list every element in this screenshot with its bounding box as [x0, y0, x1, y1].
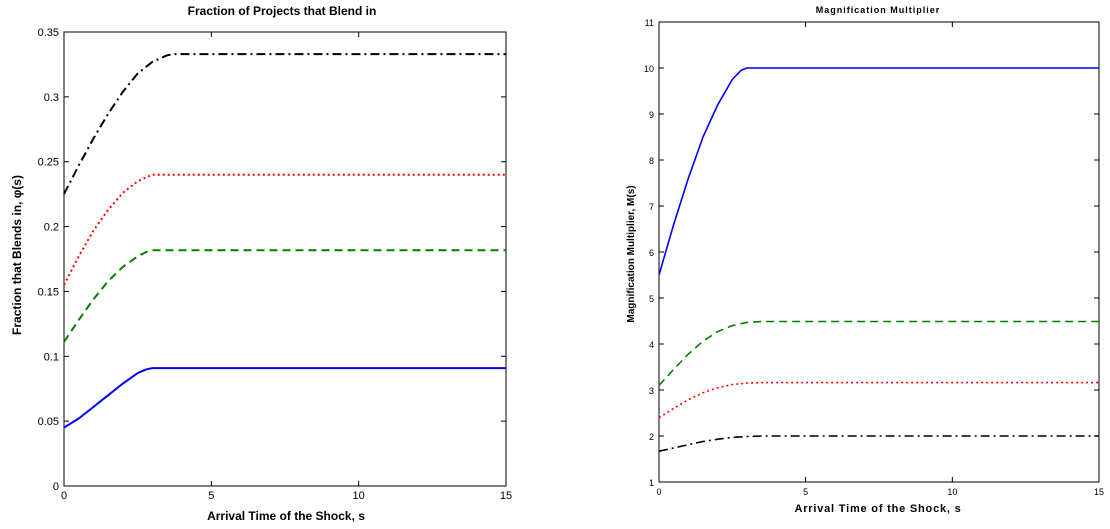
left-x-tick-label: 15 [500, 490, 512, 502]
right-y-tick-label: 6 [649, 248, 654, 258]
left-y-axis-label: Fraction that Blends in, φ(s) [10, 175, 24, 335]
right-y-tick-label: 10 [644, 64, 654, 74]
left-plot-frame [63, 31, 507, 487]
right-x-axis-label: Arrival Time of the Shock, s [794, 503, 961, 515]
left-y-tick-label: 0 [53, 481, 59, 493]
right-y-tick-label: 7 [649, 202, 654, 212]
right-x-tick-label: 10 [947, 487, 957, 497]
left-x-axis-label: Arrival Time of the Shock, s [207, 509, 365, 523]
left-y-tick-label: 0.15 [38, 286, 59, 298]
right-y-axis-label: Magnification Multiplier, M(s) [626, 185, 637, 322]
left-series-group [63, 53, 506, 429]
left-x-tick-label: 0 [61, 490, 67, 502]
left-series-line-2 [63, 249, 506, 343]
left-y-tick-label: 0.1 [44, 351, 59, 363]
right-x-tick-label: 15 [1094, 487, 1104, 497]
left-y-tick-label: 0.35 [38, 27, 59, 39]
left-y-tick-label: 0.05 [38, 416, 59, 428]
left-y-tick-label: 0.2 [44, 222, 59, 234]
left-x-ticks: 0 5 10 15 [61, 32, 512, 502]
right-y-tick-label: 11 [645, 18, 654, 28]
left-y-tick-label: 0.3 [44, 92, 59, 104]
right-series-line-3 [658, 381, 1099, 419]
right-series-line-4 [658, 435, 1099, 452]
right-y-tick-label: 8 [649, 156, 654, 166]
left-chart: Fraction of Projects that Blend in 0 0.05… [10, 4, 512, 523]
right-chart: Magnification Multiplier 1 2 3 4 5 6 7 8 9 10 11 0… [626, 5, 1104, 515]
right-series-line-1 [658, 67, 1099, 276]
right-y-tick-label: 5 [649, 294, 654, 304]
left-y-ticks: 0 0.05 0.1 0.15 0.2 0.25 0.3 0.35 [38, 27, 506, 493]
right-y-tick-label: 4 [649, 340, 654, 350]
right-y-tick-label: 2 [649, 432, 654, 442]
right-series-line-2 [658, 320, 1099, 386]
left-x-tick-label: 5 [208, 490, 214, 502]
right-series-group [658, 67, 1099, 452]
right-x-tick-label: 5 [803, 487, 808, 497]
right-plot-frame [658, 21, 1100, 483]
right-y-ticks: 1 2 3 4 5 6 7 8 9 10 11 [644, 18, 1099, 488]
left-x-tick-label: 10 [353, 490, 365, 502]
right-y-tick-label: 3 [649, 386, 654, 396]
left-chart-title: Fraction of Projects that Blend in [188, 4, 377, 18]
right-x-ticks: 0 5 10 15 [656, 22, 1104, 497]
left-y-tick-label: 0.25 [38, 157, 59, 169]
right-chart-title: Magnification Multiplier [816, 5, 941, 15]
right-y-tick-label: 1 [649, 478, 654, 488]
right-x-tick-label: 0 [656, 487, 661, 497]
left-series-line-1 [63, 367, 506, 429]
right-y-tick-label: 9 [649, 110, 654, 120]
